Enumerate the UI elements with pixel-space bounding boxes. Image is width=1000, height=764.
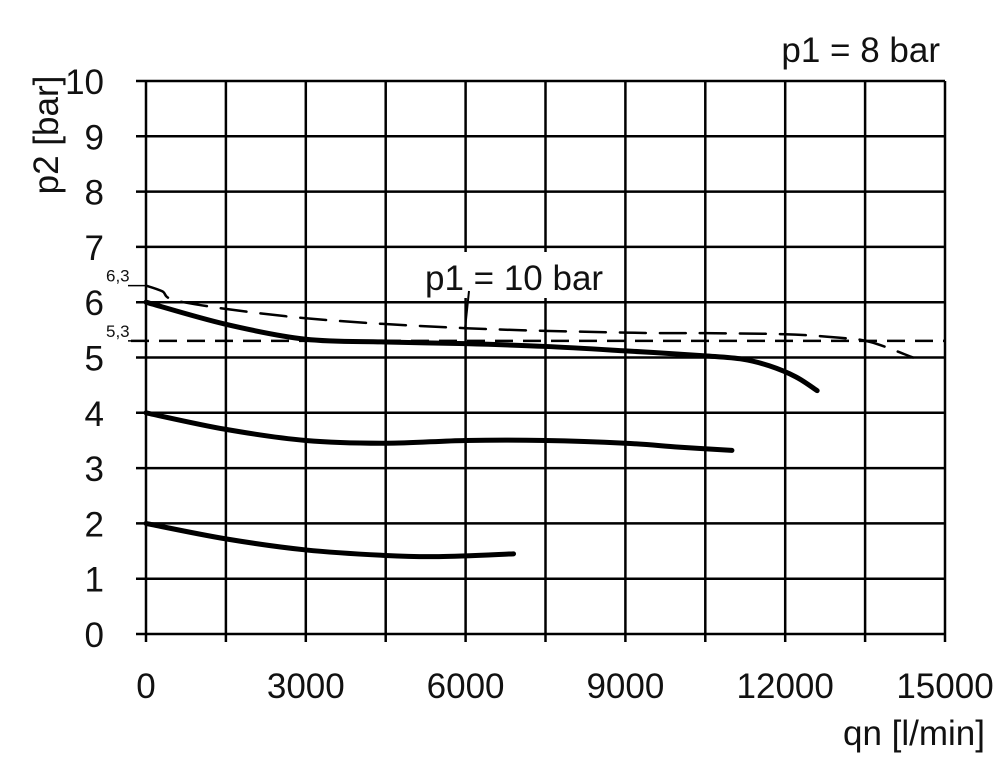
x-tick-labels: 0 3000 6000 9000 12000 15000: [136, 667, 993, 706]
series-p1-10-bar-line: [144, 284, 915, 359]
y-tick-labels: 0 1 2 3 4 5 6 7 8 9 10: [65, 63, 104, 655]
x-tick-label: 12000: [737, 667, 834, 706]
y-axis-label: p2 [bar]: [27, 76, 66, 195]
reference-labels: 6,3 5,3: [106, 267, 146, 342]
x-tick-label: 0: [136, 667, 155, 706]
series-line-3: [143, 520, 517, 560]
y-tick-label: 10: [65, 63, 104, 102]
y-tick-label: 4: [85, 395, 104, 434]
y-tick-label: 5: [85, 340, 104, 379]
x-tick-label: 6000: [427, 667, 505, 706]
annotation-p1-8-bar: p1 = 8 bar: [781, 31, 940, 70]
y-tick-label: 0: [85, 616, 104, 655]
x-tick-label: 3000: [267, 667, 345, 706]
series-label-text: p1 = 10 bar: [425, 259, 603, 298]
y-tick-label: 3: [85, 450, 104, 489]
series-label-leader: [464, 290, 470, 330]
series-group: [143, 284, 915, 560]
series-line-2: [143, 410, 735, 453]
y-tick-label: 1: [85, 561, 104, 600]
y-tick-label: 8: [85, 174, 104, 213]
reference-label: 5,3: [106, 322, 130, 341]
reference-label: 6,3: [106, 267, 130, 286]
y-tick-label: 7: [85, 229, 104, 268]
x-tick-label: 9000: [586, 667, 664, 706]
series-label-p1-10-bar: p1 = 10 bar: [418, 252, 623, 330]
y-tick-label: 6: [85, 284, 104, 323]
x-tick-label: 15000: [896, 667, 993, 706]
x-axis-label: qn [l/min]: [843, 714, 985, 753]
series-line-1: [143, 299, 820, 394]
y-tick-label: 2: [85, 505, 104, 544]
grid: [136, 79, 947, 642]
y-tick-label: 9: [85, 118, 104, 157]
